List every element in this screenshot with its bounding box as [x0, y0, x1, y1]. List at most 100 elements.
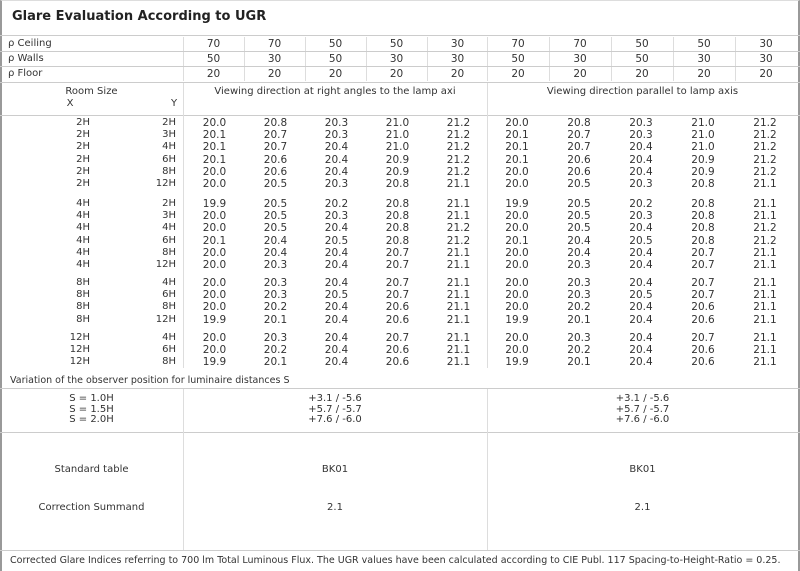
ugr-value: 20.4: [324, 356, 349, 369]
divider: [487, 37, 488, 51]
ugr-value: 20.6: [691, 344, 715, 357]
room-y: 12H: [155, 259, 176, 270]
ugr-value: 20.5: [567, 210, 591, 223]
ugr-value: 21.2: [446, 222, 471, 235]
ugr-value: 20.7: [385, 277, 410, 289]
room-x: 2H: [76, 117, 90, 128]
ugr-value: 20.0: [505, 210, 529, 223]
reflectance-value: 20: [328, 68, 343, 80]
room-x: 2H: [76, 153, 90, 165]
reflectance-value: 70: [511, 38, 525, 50]
ugr-value: 20.3: [629, 129, 653, 142]
ugr-value: 21.2: [446, 234, 471, 247]
ugr-value: 20.0: [505, 178, 529, 190]
ugr-value: 20.4: [629, 153, 653, 166]
reflectance-value: 30: [389, 53, 404, 65]
ugr-value: 20.8: [385, 198, 410, 210]
reflectance-value: 30: [697, 53, 711, 65]
divider: [183, 52, 184, 66]
ugr-value: 20.5: [263, 198, 288, 210]
ugr-value: 20.1: [263, 313, 288, 326]
divider: [366, 67, 367, 81]
ugr-value: 20.2: [567, 344, 591, 357]
reflectance-value: 50: [328, 53, 343, 65]
room-x: 8H: [76, 289, 90, 301]
ugr-value: 20.3: [567, 332, 591, 344]
ugr-value: 20.5: [629, 234, 653, 247]
variation-left: +7.6 / -6.0: [308, 414, 362, 425]
right-direction-header: Viewing direction parallel to lamp axis: [546, 86, 739, 97]
ugr-value: 20.7: [691, 289, 715, 302]
ugr-value: 20.7: [567, 129, 591, 142]
divider: [244, 37, 245, 51]
ugr-value: 19.9: [505, 356, 529, 369]
ugr-value: 20.6: [385, 313, 410, 326]
reflectance-value: 70: [206, 38, 221, 50]
ugr-value: 20.0: [202, 246, 227, 259]
room-x: 8H: [76, 301, 90, 313]
ugr-value: 20.6: [385, 356, 410, 369]
ugr-value: 20.3: [567, 277, 591, 289]
room-x: 4H: [76, 259, 90, 270]
reflectance-value: 20: [635, 68, 649, 80]
ugr-value: 20.6: [263, 165, 288, 178]
room-x: 12H: [69, 356, 90, 368]
ugr-value: 20.0: [202, 165, 227, 178]
ugr-value: 20.4: [324, 344, 349, 357]
ugr-value: 20.4: [324, 165, 349, 178]
footer-note: Corrected Glare Indices referring to 700…: [10, 555, 781, 566]
room-x: 8H: [76, 277, 90, 288]
ugr-value: 21.1: [753, 210, 777, 223]
divider: [366, 37, 367, 51]
ugr-value: 20.0: [505, 332, 529, 344]
ugr-value: 21.0: [691, 141, 715, 154]
divider: [487, 389, 488, 550]
ugr-value: 20.3: [567, 289, 591, 302]
ugr-value: 20.4: [324, 259, 349, 271]
ugr-value: 20.7: [385, 289, 410, 302]
divider: [305, 52, 306, 66]
reflectance-value: 30: [450, 38, 465, 50]
ugr-value: 21.2: [446, 165, 471, 178]
ugr-value: 20.8: [691, 222, 715, 235]
room-y: 12H: [155, 178, 176, 189]
divider: [549, 52, 550, 66]
room-x: 4H: [76, 222, 90, 234]
ugr-value: 20.0: [202, 289, 227, 302]
ugr-value: 20.0: [505, 259, 529, 271]
ugr-value: 20.8: [691, 198, 715, 210]
ugr-value: 21.1: [753, 344, 777, 357]
divider: [673, 67, 674, 81]
divider: [183, 83, 184, 368]
ugr-value: 20.0: [505, 344, 529, 357]
reflectance-value: 20: [450, 68, 465, 80]
ugr-value: 20.7: [385, 332, 410, 344]
ugr-value: 21.0: [385, 117, 410, 129]
divider: [611, 52, 612, 66]
divider: [0, 115, 800, 116]
ugr-value: 20.0: [505, 117, 529, 129]
ugr-value: 21.2: [753, 222, 777, 235]
divider: [0, 550, 800, 551]
divider: [549, 37, 550, 51]
ugr-value: 20.8: [691, 234, 715, 247]
room-x: 4H: [76, 246, 90, 258]
ugr-value: 21.1: [753, 277, 777, 289]
variation-left: +3.1 / -5.6: [308, 393, 362, 404]
room-x: 2H: [76, 165, 90, 177]
room-y: 8H: [162, 356, 176, 368]
ugr-value: 21.2: [753, 165, 777, 178]
ugr-value: 20.0: [202, 117, 227, 129]
room-y: 8H: [162, 246, 176, 258]
ugr-value: 20.3: [263, 259, 288, 271]
ugr-value: 20.8: [691, 210, 715, 223]
ugr-value: 21.2: [446, 141, 471, 154]
ugr-value: 20.4: [629, 259, 653, 271]
ugr-value: 20.8: [385, 210, 410, 223]
room-y: 4H: [162, 332, 176, 343]
ugr-value: 20.4: [629, 141, 653, 154]
ugr-value: 21.1: [446, 198, 471, 210]
ugr-value: 20.6: [691, 313, 715, 326]
ugr-value: 21.1: [753, 356, 777, 369]
room-y: 6H: [162, 153, 176, 165]
